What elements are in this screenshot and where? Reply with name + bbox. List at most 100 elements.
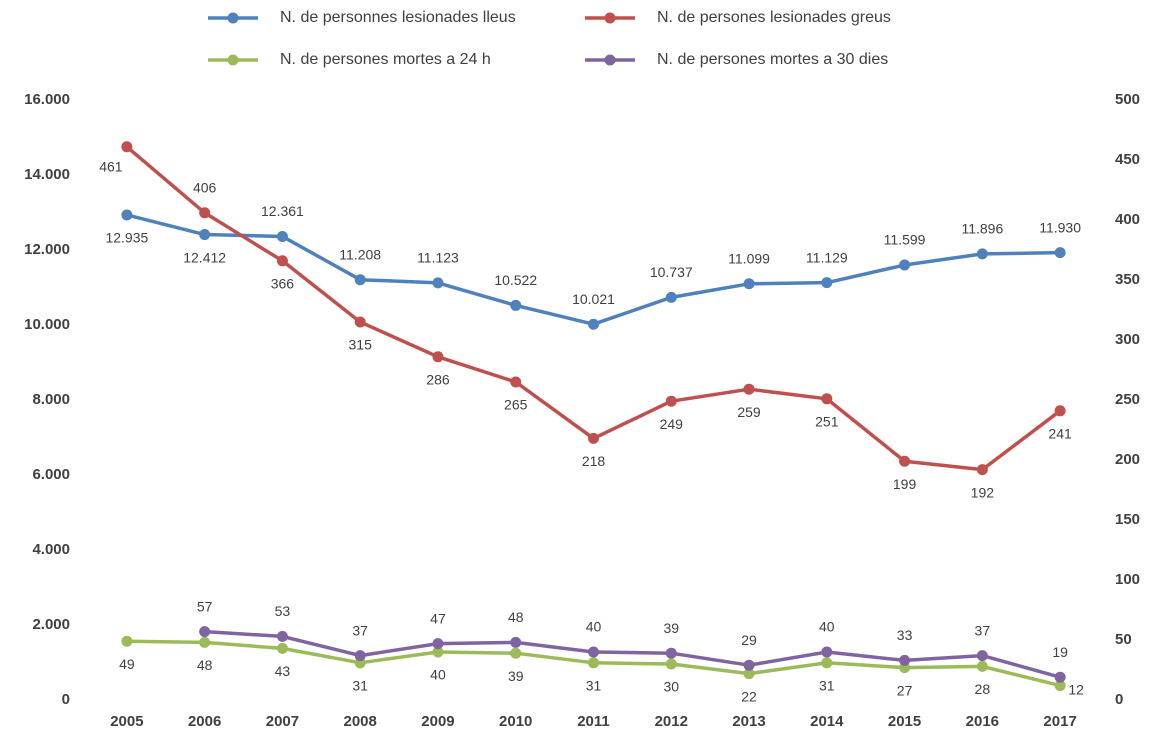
data-label: 265 — [504, 397, 528, 413]
point — [432, 646, 444, 658]
point — [121, 635, 133, 647]
point — [276, 630, 288, 642]
y-tick-label: 6.000 — [32, 466, 70, 483]
data-label: 28 — [975, 681, 991, 697]
x-tick-label: 2009 — [421, 713, 454, 730]
point — [1054, 671, 1066, 683]
data-label: 259 — [737, 404, 761, 420]
data-label: 29 — [741, 632, 757, 648]
data-label: 11.129 — [806, 249, 848, 265]
point — [121, 141, 133, 153]
data-label: 43 — [275, 663, 291, 679]
point — [665, 658, 677, 670]
y2-tick-label: 50 — [1115, 631, 1132, 648]
data-label: 53 — [275, 603, 291, 619]
x-tick-label: 2014 — [810, 713, 844, 730]
point — [354, 650, 366, 662]
data-label: 11.930 — [1039, 219, 1081, 235]
data-label: 241 — [1048, 426, 1072, 442]
x-tick-label: 2005 — [110, 713, 143, 730]
data-label: 12 — [1068, 681, 1084, 697]
data-label: 11.896 — [961, 221, 1003, 237]
point — [276, 642, 288, 654]
data-label: 33 — [897, 627, 913, 643]
data-label: 37 — [352, 622, 368, 638]
point — [1054, 247, 1066, 259]
data-label: 22 — [741, 688, 757, 704]
point — [354, 316, 366, 328]
y-tick-label: 10.000 — [24, 316, 70, 333]
legend-label: N. de persones mortes a 30 dies — [657, 51, 888, 68]
x-tick-label: 2011 — [577, 713, 610, 730]
point — [899, 455, 911, 467]
data-label: 48 — [508, 609, 524, 625]
data-label: 11.099 — [728, 250, 770, 266]
x-tick-label: 2017 — [1043, 713, 1076, 730]
y2-tick-label: 100 — [1115, 571, 1140, 588]
point — [199, 229, 211, 241]
y2-tick-label: 300 — [1115, 331, 1140, 348]
point — [821, 646, 833, 658]
y2-tick-label: 150 — [1115, 511, 1140, 528]
y2-tick-label: 400 — [1115, 211, 1140, 228]
point — [743, 278, 755, 290]
y-tick-label: 4.000 — [32, 541, 70, 558]
point — [743, 668, 755, 680]
data-label: 461 — [99, 159, 123, 175]
data-label: 406 — [193, 180, 217, 196]
data-label: 192 — [971, 484, 995, 500]
x-tick-label: 2016 — [966, 713, 999, 730]
data-label: 10.737 — [650, 264, 693, 280]
y-tick-label: 8.000 — [32, 391, 70, 408]
point — [899, 654, 911, 666]
point — [588, 432, 599, 444]
legend-marker — [604, 54, 616, 66]
point — [510, 636, 522, 648]
y2-tick-label: 350 — [1115, 271, 1140, 288]
point — [121, 209, 133, 221]
point — [1054, 680, 1066, 692]
point — [899, 259, 911, 271]
data-label: 251 — [815, 414, 839, 430]
x-tick-label: 2006 — [188, 713, 221, 730]
y-tick-label: 16.000 — [24, 91, 70, 108]
point — [510, 647, 522, 659]
point — [821, 277, 833, 289]
data-label: 31 — [819, 678, 835, 694]
data-label: 249 — [660, 416, 684, 432]
x-tick-label: 2013 — [732, 713, 765, 730]
point — [743, 659, 755, 671]
data-label: 315 — [349, 337, 373, 353]
point — [821, 393, 833, 405]
point — [665, 291, 677, 303]
point — [510, 376, 522, 388]
y-tick-label: 12.000 — [24, 241, 70, 258]
data-label: 40 — [819, 619, 835, 635]
data-label: 40 — [430, 667, 446, 683]
point — [432, 638, 444, 650]
point — [588, 318, 599, 330]
y-tick-label: 14.000 — [24, 166, 70, 183]
point — [432, 277, 444, 289]
point — [354, 274, 366, 286]
legend-marker — [604, 12, 616, 24]
legend-label: N. de persones mortes a 24 h — [280, 51, 491, 68]
legend-label: N. de personnes lesionades lleus — [280, 9, 516, 26]
data-label: 57 — [197, 598, 213, 614]
data-label: 10.021 — [572, 291, 615, 307]
series-line — [204, 629, 1061, 679]
data-label: 31 — [586, 678, 602, 694]
data-label: 11.123 — [417, 250, 459, 266]
point — [665, 395, 677, 407]
point — [976, 650, 988, 662]
point — [821, 657, 833, 669]
data-label: 39 — [508, 668, 524, 684]
data-label: 30 — [663, 679, 679, 695]
data-label: 19 — [1052, 644, 1068, 660]
data-label: 47 — [430, 610, 446, 626]
data-label: 49 — [119, 656, 135, 672]
point — [199, 207, 211, 219]
point — [976, 660, 988, 672]
point — [588, 646, 599, 658]
